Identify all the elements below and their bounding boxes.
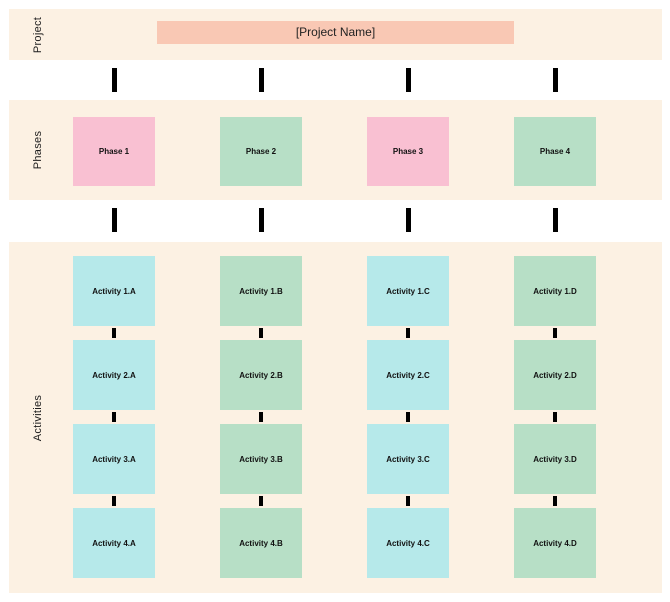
activity-box-2d[interactable]: Activity 2.D — [514, 340, 596, 410]
activity-connector — [259, 412, 263, 422]
activity-connector — [553, 412, 557, 422]
activity-box-2b[interactable]: Activity 2.B — [220, 340, 302, 410]
activities-section-label: Activities — [32, 394, 44, 441]
phase-box-3[interactable]: Phase 3 — [367, 117, 449, 186]
connector-project-phase-4 — [553, 68, 558, 92]
activity-box-4d[interactable]: Activity 4.D — [514, 508, 596, 578]
connector-phase-activity-2 — [259, 208, 264, 232]
activity-box-4c[interactable]: Activity 4.C — [367, 508, 449, 578]
phase-box-4[interactable]: Phase 4 — [514, 117, 596, 186]
activity-box-3c[interactable]: Activity 3.C — [367, 424, 449, 494]
activity-box-4a[interactable]: Activity 4.A — [73, 508, 155, 578]
activity-connector — [406, 496, 410, 506]
phases-section-label: Phases — [32, 130, 44, 170]
phase-box-1[interactable]: Phase 1 — [73, 117, 155, 186]
connector-phase-activity-3 — [406, 208, 411, 232]
activity-connector — [259, 328, 263, 338]
connector-phase-activity-4 — [553, 208, 558, 232]
project-band: Project [Project Name] — [9, 9, 662, 60]
activity-connector — [112, 496, 116, 506]
activity-box-2a[interactable]: Activity 2.A — [73, 340, 155, 410]
phases-band: Phases Phase 1 Phase 2 Phase 3 Phase 4 — [9, 100, 662, 200]
activity-box-4b[interactable]: Activity 4.B — [220, 508, 302, 578]
project-name-box[interactable]: [Project Name] — [157, 21, 514, 44]
connector-project-phase-2 — [259, 68, 264, 92]
activity-connector — [553, 328, 557, 338]
connector-project-phase-1 — [112, 68, 117, 92]
activity-box-3a[interactable]: Activity 3.A — [73, 424, 155, 494]
activity-connector — [406, 412, 410, 422]
activity-box-1c[interactable]: Activity 1.C — [367, 256, 449, 326]
activity-connector — [112, 328, 116, 338]
connector-project-phase-3 — [406, 68, 411, 92]
activity-box-1d[interactable]: Activity 1.D — [514, 256, 596, 326]
activity-box-3b[interactable]: Activity 3.B — [220, 424, 302, 494]
project-section-label: Project — [32, 16, 44, 53]
activity-connector — [406, 328, 410, 338]
activity-box-1a[interactable]: Activity 1.A — [73, 256, 155, 326]
activity-connector — [112, 412, 116, 422]
activity-box-3d[interactable]: Activity 3.D — [514, 424, 596, 494]
activity-connector — [553, 496, 557, 506]
activity-box-2c[interactable]: Activity 2.C — [367, 340, 449, 410]
activity-connector — [259, 496, 263, 506]
connector-phase-activity-1 — [112, 208, 117, 232]
activity-box-1b[interactable]: Activity 1.B — [220, 256, 302, 326]
phase-box-2[interactable]: Phase 2 — [220, 117, 302, 186]
activities-band: Activities Activity 1.A Activity 1.B Act… — [9, 242, 662, 593]
